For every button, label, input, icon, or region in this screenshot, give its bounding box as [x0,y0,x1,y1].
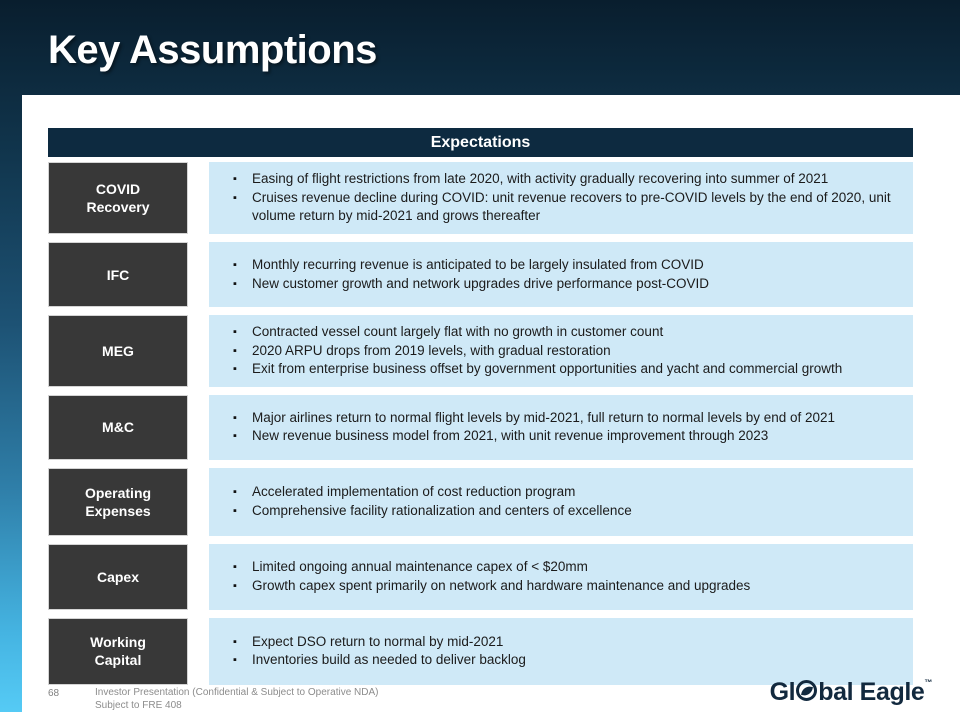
details-box: Easing of flight restrictions from late … [209,162,913,234]
bullet-list: Major airlines return to normal flight l… [233,409,901,446]
bullet-list: Limited ongoing annual maintenance capex… [233,558,901,595]
table-row-meg: MEG Contracted vessel count largely flat… [48,315,913,387]
table-row-capex: Capex Limited ongoing annual maintenance… [48,543,913,610]
global-eagle-logo: Gl bal Eagle™ [769,678,933,707]
bullet-item: Accelerated implementation of cost reduc… [233,483,901,502]
table-row-operating-expenses: Operating Expenses Accelerated implement… [48,467,913,536]
category-label-box: Operating Expenses [48,467,188,536]
category-label-box: MEG [48,315,188,387]
bullet-item: Comprehensive facility rationalization a… [233,502,901,521]
details-box: Monthly recurring revenue is anticipated… [209,242,913,307]
logo-leaf-icon [800,684,813,697]
details-box: Expect DSO return to normal by mid-2021I… [209,617,913,685]
bullet-item: Inventories build as needed to deliver b… [233,651,901,670]
bullet-list: Contracted vessel count largely flat wit… [233,323,901,379]
bullet-list: Expect DSO return to normal by mid-2021I… [233,633,901,670]
bullet-item: Limited ongoing annual maintenance capex… [233,558,901,577]
table-row-working-capital: Working Capital Expect DSO return to nor… [48,617,913,685]
logo-text-after: bal Eagle [818,678,925,706]
bullet-item: Cruises revenue decline during COVID: un… [233,189,901,226]
details-box: Contracted vessel count largely flat wit… [209,315,913,387]
page-number: 68 [48,688,60,699]
bullet-list: Monthly recurring revenue is anticipated… [233,256,901,293]
details-box: Limited ongoing annual maintenance capex… [209,543,913,610]
bullet-list: Easing of flight restrictions from late … [233,170,901,226]
assumptions-table: Expectations COVID Recovery Easing of fl… [48,128,913,685]
bullet-item: 2020 ARPU drops from 2019 levels, with g… [233,342,901,361]
disclaimer: Investor Presentation (Confidential & Su… [95,686,378,712]
table-row-ifc: IFC Monthly recurring revenue is anticip… [48,242,913,307]
bullet-item: Growth capex spent primarily on network … [233,577,901,596]
table-row-mc: M&C Major airlines return to normal flig… [48,394,913,460]
category-label-box: IFC [48,242,188,307]
logo-trademark: ™ [924,678,932,687]
table-row-covid-recovery: COVID Recovery Easing of flight restrict… [48,162,913,234]
category-label-box: Capex [48,543,188,610]
bullet-item: Contracted vessel count largely flat wit… [233,323,901,342]
category-label-box: COVID Recovery [48,162,188,234]
bullet-list: Accelerated implementation of cost reduc… [233,483,901,520]
category-label-box: Working Capital [48,617,188,685]
bullet-item: Monthly recurring revenue is anticipated… [233,256,901,275]
logo-globe-icon [796,680,818,701]
logo-text-before: Gl [769,678,796,706]
details-box: Accelerated implementation of cost reduc… [209,467,913,536]
bullet-item: New revenue business model from 2021, wi… [233,427,901,446]
page-title: Key Assumptions [48,28,377,72]
bullet-item: Exit from enterprise business offset by … [233,360,901,379]
bullet-item: Major airlines return to normal flight l… [233,409,901,428]
category-label-box: M&C [48,394,188,460]
bullet-item: New customer growth and network upgrades… [233,275,901,294]
details-box: Major airlines return to normal flight l… [209,394,913,460]
disclaimer-line-2: Subject to FRE 408 [95,700,182,711]
bullet-item: Easing of flight restrictions from late … [233,170,901,189]
panel-notch [0,712,22,720]
bullet-item: Expect DSO return to normal by mid-2021 [233,633,901,652]
expectations-header: Expectations [48,128,913,157]
disclaimer-line-1: Investor Presentation (Confidential & Su… [95,687,379,698]
